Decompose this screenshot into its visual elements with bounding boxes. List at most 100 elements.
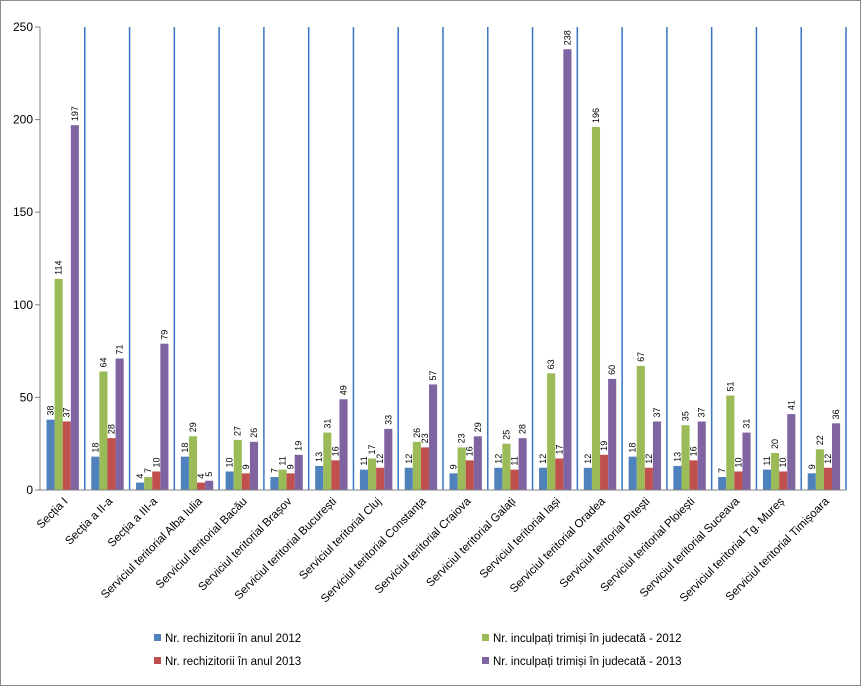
data-label: 9 <box>449 464 459 469</box>
data-label: 18 <box>628 443 638 453</box>
y-tick-label: 150 <box>13 205 33 219</box>
bar <box>502 443 511 490</box>
bar <box>412 441 421 490</box>
data-label: 4 <box>135 474 145 479</box>
data-label: 12 <box>538 454 548 464</box>
bar <box>815 449 824 490</box>
legend-swatch <box>154 657 161 664</box>
legend-entry: Nr. inculpați trimiși în judecată - 2012 <box>493 633 682 645</box>
data-label: 10 <box>733 457 743 467</box>
bar <box>697 421 706 490</box>
bar <box>807 473 816 490</box>
legend-entry: Nr. rechizitorii în anul 2012 <box>165 633 301 645</box>
data-label: 7 <box>717 468 727 473</box>
x-tick-label: Serviciul teritorial Bacău <box>154 496 250 592</box>
bar <box>331 460 340 490</box>
bar <box>54 278 63 490</box>
data-label: 23 <box>420 433 430 443</box>
bar <box>384 428 393 490</box>
bar <box>107 438 116 490</box>
data-label: 71 <box>115 344 125 354</box>
data-label: 16 <box>689 446 699 456</box>
bar <box>278 469 287 490</box>
data-label: 19 <box>599 441 609 451</box>
data-label: 64 <box>98 357 108 367</box>
data-label: 27 <box>233 426 243 436</box>
bar <box>376 467 385 490</box>
data-label: 29 <box>473 422 483 432</box>
bar <box>591 127 601 491</box>
bar <box>368 458 377 490</box>
bar <box>429 384 438 490</box>
bar <box>762 469 772 490</box>
data-label: 33 <box>383 415 393 425</box>
bar <box>152 471 161 490</box>
bar <box>547 373 556 490</box>
bar <box>180 456 189 490</box>
data-label: 63 <box>546 359 556 369</box>
data-label: 37 <box>652 407 662 417</box>
bar <box>136 482 145 490</box>
bar <box>628 456 637 490</box>
x-tick-label: Serviciul teritorial Ploiești <box>599 496 698 595</box>
y-tick-label: 0 <box>26 483 33 497</box>
bar <box>673 465 682 490</box>
bar <box>339 399 348 490</box>
data-label: 16 <box>465 446 475 456</box>
bar <box>600 454 609 490</box>
legend-swatch <box>154 634 161 641</box>
data-label: 12 <box>493 454 503 464</box>
bar <box>249 441 259 490</box>
x-tick-label: Secția I <box>35 496 71 532</box>
bar <box>742 432 751 490</box>
data-label: 22 <box>815 435 825 445</box>
bar <box>608 378 617 490</box>
bar <box>115 358 124 490</box>
y-axis: 0 50 100 150 200 250 <box>13 20 41 497</box>
bar <box>294 454 303 490</box>
data-label: 11 <box>510 456 520 465</box>
data-label: 67 <box>636 352 646 362</box>
bar <box>144 477 153 490</box>
bar <box>652 421 662 490</box>
legend-swatch <box>482 657 489 664</box>
data-label: 114 <box>54 261 64 275</box>
data-label: 12 <box>644 454 654 464</box>
category-gridlines <box>84 27 847 490</box>
data-label: 37 <box>62 407 72 417</box>
x-tick-label: Serviciul teritorial Brașov <box>196 495 294 593</box>
data-label: 41 <box>786 400 796 410</box>
data-label: 19 <box>294 441 304 451</box>
data-label: 25 <box>501 430 511 440</box>
data-label: 18 <box>180 443 190 453</box>
data-label: 7 <box>143 468 153 473</box>
bar <box>636 365 645 490</box>
bar <box>323 432 332 490</box>
data-label: 9 <box>241 464 251 469</box>
bar <box>160 343 169 490</box>
bar <box>555 458 564 490</box>
x-tick-label: Serviciul teritorial Iași <box>478 496 563 581</box>
bar <box>787 414 796 490</box>
data-label: 28 <box>518 424 528 434</box>
data-label: 9 <box>807 464 817 469</box>
data-label: 20 <box>770 439 780 449</box>
data-label: 5 <box>204 472 214 477</box>
bar <box>644 467 653 490</box>
bar <box>420 447 430 490</box>
bar <box>539 467 548 490</box>
data-label: 17 <box>367 445 377 455</box>
y-tick-label: 50 <box>20 390 34 404</box>
data-label: 31 <box>742 419 752 429</box>
bar <box>457 447 466 490</box>
data-label: 13 <box>672 452 682 462</box>
bar <box>225 471 234 490</box>
data-label: 11 <box>762 456 772 465</box>
bar <box>197 482 206 490</box>
data-label: 26 <box>412 428 422 438</box>
bar <box>832 423 841 490</box>
data-label: 10 <box>151 457 161 467</box>
x-tick-label: Serviciul teritorial Galați <box>424 496 518 590</box>
